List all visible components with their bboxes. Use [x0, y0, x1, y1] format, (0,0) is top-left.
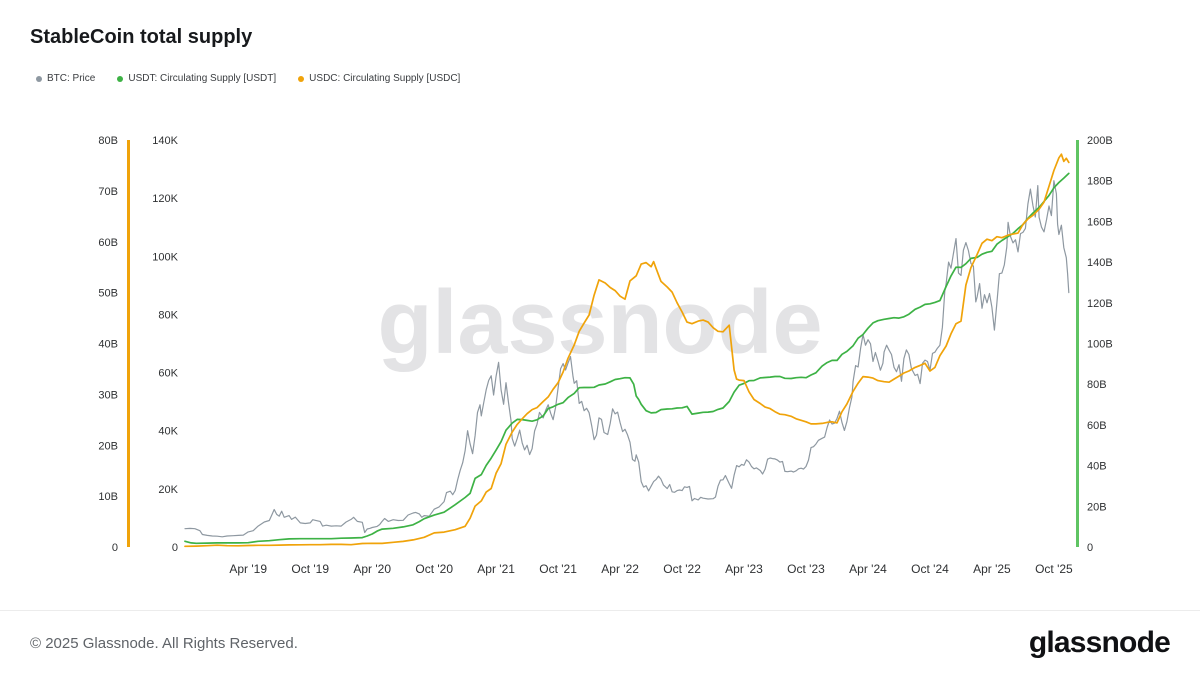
- btc-axis-tick-label: 40K: [158, 426, 178, 438]
- usdt-axis-tick-label: 160B: [1087, 216, 1113, 228]
- usdt-axis-tick-label: 20B: [1087, 501, 1107, 513]
- x-axis-tick-label: Oct '25: [1035, 562, 1073, 576]
- x-axis-tick-label: Apr '22: [601, 562, 639, 576]
- x-axis-tick-label: Apr '20: [353, 562, 391, 576]
- btc-axis-tick-label: 0: [172, 542, 178, 554]
- legend-label: USDC: Circulating Supply [USDC]: [309, 73, 461, 84]
- usdt-axis-tick-label: 140B: [1087, 257, 1113, 269]
- btc-axis-tick-label: 60K: [158, 368, 178, 380]
- btc-axis-tick-label: 120K: [152, 193, 178, 205]
- legend-item-usdt-circulating-supply[interactable]: USDT: Circulating Supply [USDT]: [117, 73, 276, 84]
- x-axis-tick-label: Apr '25: [973, 562, 1011, 576]
- btc-axis-tick-label: 140K: [152, 135, 178, 147]
- usdc-axis-tick-label: 10B: [98, 491, 118, 503]
- usdc-axis-tick-label: 30B: [98, 389, 118, 401]
- legend-dot-icon: [298, 75, 305, 82]
- footer-copyright: © 2025 Glassnode. All Rights Reserved.: [30, 634, 298, 652]
- usdt-axis-tick-label: 120B: [1087, 298, 1113, 310]
- usdc-axis-tick-label: 80B: [98, 135, 118, 147]
- usdt-axis-tick-label: 180B: [1087, 176, 1113, 188]
- usdc-axis-tick-label: 40B: [98, 339, 118, 351]
- x-axis-tick-label: Oct '19: [291, 562, 329, 576]
- series-usdt-circulating-supply: [184, 172, 1070, 545]
- x-axis-tick-label: Oct '21: [539, 562, 577, 576]
- btc-axis-tick-label: 80K: [158, 309, 178, 321]
- usdc-axis-tick-label: 60B: [98, 237, 118, 249]
- x-axis-tick-label: Oct '23: [787, 562, 825, 576]
- usdc-axis-tick-label: 70B: [98, 186, 118, 198]
- series-btc-price: [184, 180, 1070, 538]
- x-axis-tick-label: Apr '24: [849, 562, 887, 576]
- usdt-axis-tick-label: 100B: [1087, 339, 1113, 351]
- x-axis-tick-label: Apr '21: [477, 562, 515, 576]
- usdt-axis-tick-label: 200B: [1087, 135, 1113, 147]
- series-usdc-circulating-supply: [184, 153, 1070, 548]
- usdt-axis-tick-label: 0: [1087, 542, 1093, 554]
- page-title: StableCoin total supply: [30, 26, 253, 48]
- legend-label: USDT: Circulating Supply [USDT]: [128, 73, 277, 84]
- legend-label: BTC: Price: [47, 73, 96, 84]
- btc-axis-tick-label: 20K: [158, 484, 178, 496]
- usdc-axis-tick-label: 50B: [98, 288, 118, 300]
- x-axis-tick-label: Oct '24: [911, 562, 949, 576]
- chart-legend: BTC: Price USDT: Circulating Supply [USDT…: [36, 73, 460, 84]
- x-axis-tick-label: Apr '23: [725, 562, 763, 576]
- btc-axis-tick-label: 100K: [152, 251, 178, 263]
- glassnode-watermark: glassnode: [377, 273, 823, 373]
- x-axis-tick-label: Apr '19: [229, 562, 267, 576]
- legend-item-usdc-circulating-supply[interactable]: USDC: Circulating Supply [USDC]: [298, 73, 460, 84]
- legend-dot-icon: [36, 75, 42, 82]
- footer: © 2025 Glassnode. All Rights Reserved. g…: [0, 610, 1200, 675]
- usdt-axis-tick-label: 60B: [1087, 420, 1107, 432]
- x-axis-tick-label: Oct '22: [663, 562, 701, 576]
- usdt-axis-tick-label: 40B: [1087, 461, 1107, 473]
- legend-dot-icon: [117, 75, 124, 82]
- glassnode-logo: glassnode: [1028, 626, 1171, 659]
- x-axis-tick-label: Oct '20: [415, 562, 453, 576]
- legend-item-btc-price[interactable]: BTC: Price: [36, 73, 95, 84]
- usdc-axis-tick-label: 0: [112, 542, 118, 554]
- usdc-axis-tick-label: 20B: [98, 440, 118, 452]
- usdt-axis-tick-label: 80B: [1087, 379, 1107, 391]
